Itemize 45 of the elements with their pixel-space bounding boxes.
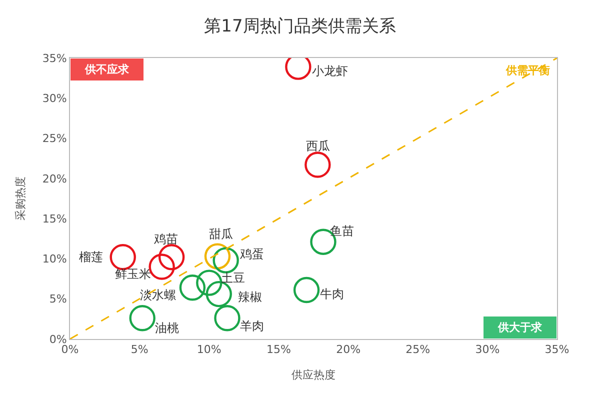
annotation: 小龙虾 [312, 64, 348, 78]
point [204, 243, 231, 270]
annotation: 榴莲 [79, 250, 103, 264]
point [196, 270, 222, 296]
annotation: 鲜玉米 [115, 267, 151, 281]
point [129, 305, 156, 332]
annotation: 油桃 [155, 321, 179, 335]
annotation: 甜瓜 [209, 227, 233, 241]
annotation: 供大于求 [497, 321, 543, 334]
y-tick-label: 0% [49, 332, 67, 346]
annotation: 供不应求 [84, 63, 130, 76]
x-axis-title: 供应热度 [292, 368, 336, 382]
point [158, 244, 185, 270]
annotation: 淡水螺 [140, 288, 176, 302]
annotation: 西瓜 [306, 139, 330, 153]
annotation: 土豆 [221, 271, 245, 285]
point [148, 254, 175, 280]
y-tick-label: 10% [42, 252, 67, 266]
x-tick-label: 10% [196, 343, 222, 356]
annotation: 羊肉 [240, 319, 264, 333]
x-tick-label: 0% [61, 343, 79, 356]
annotation: 鱼苗 [330, 224, 354, 238]
x-tick-label: 30% [475, 343, 500, 356]
annotation: 鸡蛋 [239, 247, 264, 261]
y-axis-title: 采购热度 [14, 176, 27, 220]
point [179, 274, 206, 301]
y-tick-label: 15% [42, 212, 67, 226]
y-tick-label: 5% [49, 292, 67, 306]
y-tick-label: 30% [42, 92, 67, 105]
y-tick-label: 35% [42, 52, 67, 65]
point [293, 276, 320, 304]
x-tick-label: 25% [406, 343, 430, 356]
y-tick-label: 20% [42, 172, 67, 186]
annotation: 牛肉 [320, 287, 344, 301]
x-tick-label: 35% [544, 343, 570, 356]
point [304, 152, 331, 178]
point [214, 305, 240, 332]
x-tick-label: 5% [130, 343, 148, 356]
point [212, 247, 239, 274]
x-tick-label: 15% [266, 343, 291, 356]
chart-title: 第17周热门品类供需关系 [204, 16, 396, 37]
annotation: 辣椒 [238, 290, 262, 304]
x-tick-label: 20% [336, 343, 361, 356]
y-tick-label: 25% [42, 132, 67, 146]
annotation: 鸡苗 [153, 232, 178, 246]
